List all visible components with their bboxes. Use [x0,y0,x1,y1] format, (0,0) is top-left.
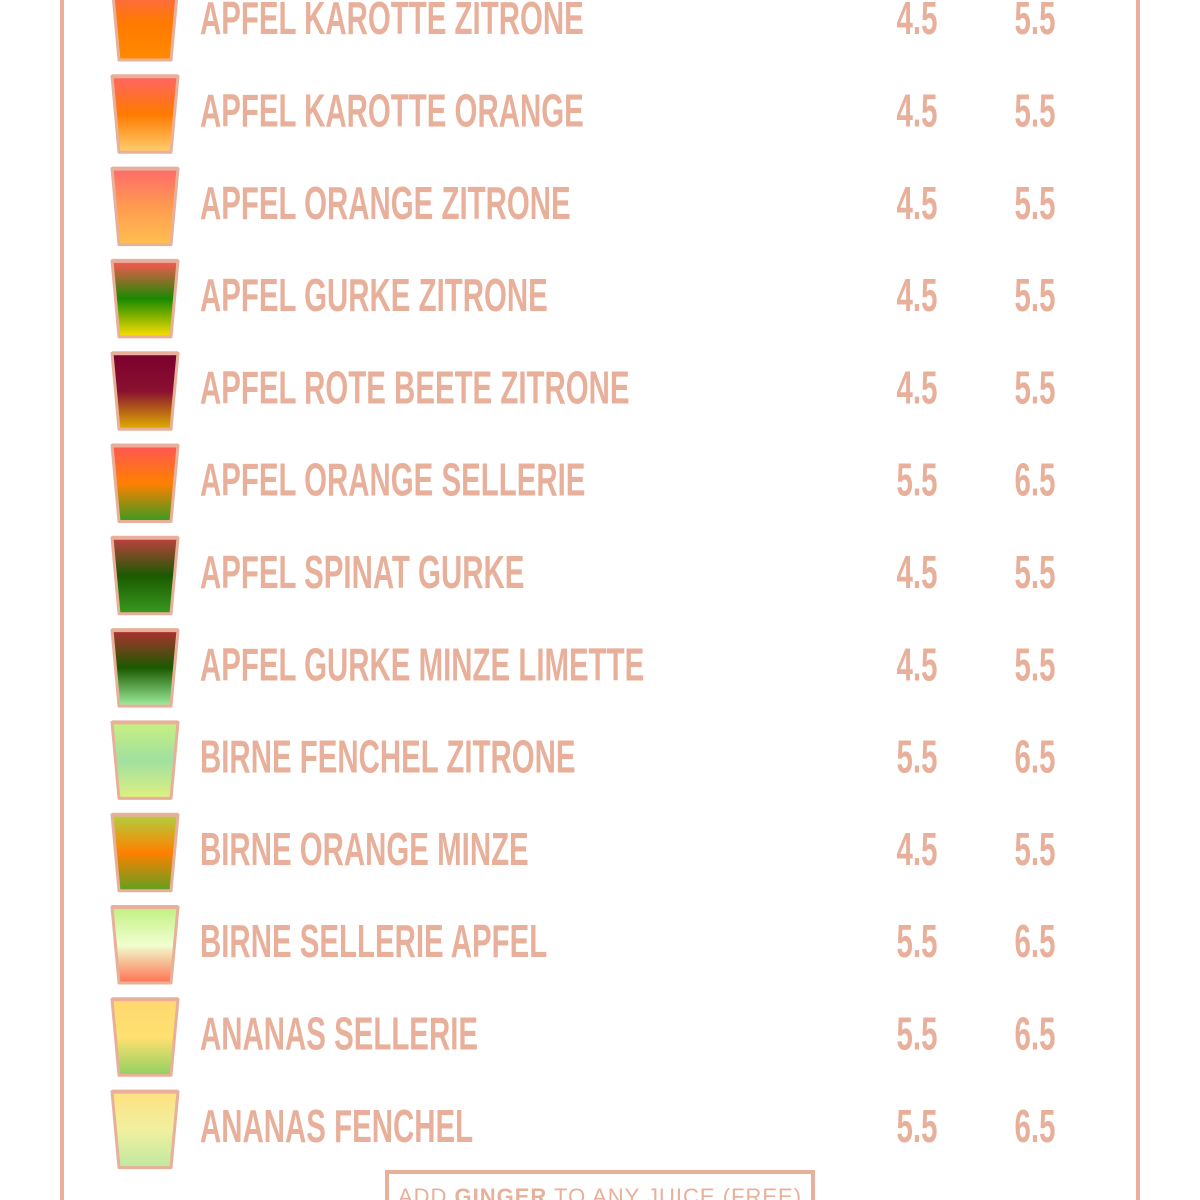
price-small: 5.5 [897,1101,938,1152]
price-large: 5.5 [1015,0,1056,45]
footer-post: TO ANY JUICE (FREE) [554,1184,802,1200]
item-name: APFEL ROTE BEETE ZITRONE [200,363,630,414]
price-small: 4.5 [897,824,938,875]
menu-frame [60,0,1140,1200]
item-name: BIRNE SELLERIE APFEL [200,917,547,968]
item-name: APFEL GURKE ZITRONE [200,271,548,322]
price-small: 5.5 [897,732,938,783]
price-large: 6.5 [1015,917,1056,968]
price-large: 5.5 [1015,271,1056,322]
cup-icon [110,1090,180,1170]
price-large: 6.5 [1015,1101,1056,1152]
cup-icon [110,813,180,893]
price-large: 6.5 [1015,732,1056,783]
price-large: 5.5 [1015,547,1056,598]
price-small: 4.5 [897,178,938,229]
price-small: 4.5 [897,86,938,137]
cup-icon [110,167,180,247]
cup-icon [110,74,180,154]
item-name: BIRNE FENCHEL ZITRONE [200,732,576,783]
cup-icon [111,0,179,62]
price-large: 5.5 [1015,363,1056,414]
item-name: APFEL KAROTTE ZITRONE [200,0,584,45]
price-large: 5.5 [1015,86,1056,137]
footer-bold: GINGER [455,1184,548,1200]
price-large: 6.5 [1015,1009,1056,1060]
cup-icon [110,259,180,339]
price-small: 4.5 [897,0,938,45]
price-small: 5.5 [897,455,938,506]
item-name: APFEL GURKE MINZE LIMETTE [200,640,644,691]
item-name: ANANAS SELLERIE [200,1009,478,1060]
footer-box [385,1170,815,1200]
price-large: 5.5 [1015,824,1056,875]
price-small: 4.5 [897,547,938,598]
item-name: ANANAS FENCHEL [200,1101,473,1152]
cup-icon [110,444,180,523]
cup-icon [110,720,180,800]
price-large: 5.5 [1015,640,1056,691]
price-small: 4.5 [897,271,938,322]
footer-pre: ADD [398,1184,447,1200]
cup-icon [110,536,180,616]
price-small: 5.5 [897,1009,938,1060]
price-small: 4.5 [897,640,938,691]
item-name: APFEL ORANGE ZITRONE [200,178,571,229]
item-name: BIRNE ORANGE MINZE [200,824,529,875]
price-large: 6.5 [1015,455,1056,506]
item-name: APFEL KAROTTE ORANGE [200,86,584,137]
item-name: APFEL ORANGE SELLERIE [200,455,585,506]
cup-icon [110,905,180,985]
price-large: 5.5 [1015,178,1056,229]
item-name: APFEL SPINAT GURKE [200,547,524,598]
price-small: 4.5 [897,363,938,414]
cup-icon [110,997,180,1077]
cup-icon [110,351,180,431]
price-small: 5.5 [897,917,938,968]
footer-note: ADD GINGER TO ANY JUICE (FREE) [398,1184,802,1200]
cup-icon [110,628,180,708]
